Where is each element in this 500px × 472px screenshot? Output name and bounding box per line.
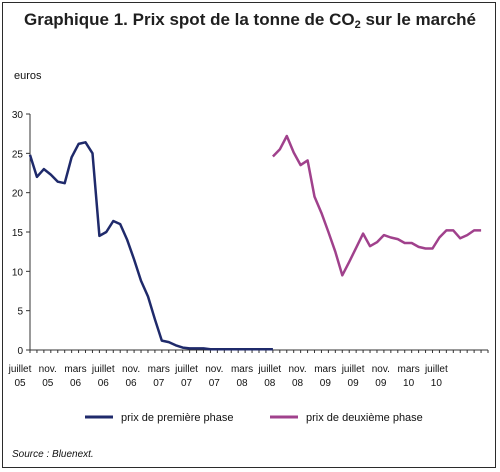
series-line-1 xyxy=(28,141,273,351)
x-tick-label-year: 09 xyxy=(348,378,360,389)
x-tick-label-year: 10 xyxy=(431,378,443,389)
legend-label-2: prix de deuxième phase xyxy=(306,412,423,424)
x-tick-label: nov. xyxy=(39,364,57,375)
x-tick-label-year: 06 xyxy=(70,378,82,389)
x-tick-label: mars xyxy=(397,364,419,375)
x-tick-label-year: 06 xyxy=(125,378,137,389)
chart-title-prefix: Graphique 1. Prix spot de la tonne de CO xyxy=(23,10,355,29)
x-tick-label: nov. xyxy=(205,364,223,375)
series-line-2 xyxy=(272,134,482,277)
chart-title: Graphique 1. Prix spot de la tonne de CO… xyxy=(0,10,500,31)
x-tick-label: mars xyxy=(231,364,253,375)
x-tick-label-year: 05 xyxy=(42,378,54,389)
legend-label-1: prix de première phase xyxy=(121,412,234,424)
x-tick-label-year: 09 xyxy=(375,378,387,389)
chart-title-subscript: 2 xyxy=(354,19,361,31)
x-tick-label-year: 07 xyxy=(181,378,193,389)
x-tick-label: nov. xyxy=(372,364,390,375)
x-tick-label: nov. xyxy=(288,364,306,375)
y-tick-label: 20 xyxy=(12,189,24,200)
y-tick-label: 5 xyxy=(17,307,23,318)
x-tick-label: juillet xyxy=(257,364,281,375)
x-tick-label: juillet xyxy=(91,364,115,375)
x-tick-label-year: 08 xyxy=(292,378,304,389)
x-tick-label: juillet xyxy=(341,364,365,375)
x-tick-label-year: 06 xyxy=(98,378,110,389)
x-tick-label-year: 07 xyxy=(153,378,165,389)
chart-frame xyxy=(2,2,496,468)
x-tick-label: mars xyxy=(314,364,336,375)
x-tick-label: mars xyxy=(64,364,86,375)
x-tick-label-year: 07 xyxy=(209,378,221,389)
y-axis-unit-label: euros xyxy=(14,70,42,82)
y-tick-label: 10 xyxy=(12,267,24,278)
y-tick-label: 15 xyxy=(12,228,24,239)
x-tick-label-year: 05 xyxy=(14,378,26,389)
y-tick-label: 0 xyxy=(17,346,23,357)
x-tick-label-year: 08 xyxy=(236,378,248,389)
x-tick-label-year: 09 xyxy=(320,378,332,389)
x-tick-label: juillet xyxy=(8,364,32,375)
x-tick-label-year: 10 xyxy=(403,378,415,389)
x-tick-label: mars xyxy=(148,364,170,375)
x-tick-label: juillet xyxy=(424,364,448,375)
x-tick-label: nov. xyxy=(122,364,140,375)
x-tick-label: juillet xyxy=(174,364,198,375)
y-tick-label: 30 xyxy=(12,110,24,121)
source-note: Source : Bluenext. xyxy=(12,449,94,460)
x-tick-label-year: 08 xyxy=(264,378,276,389)
chart-title-suffix: sur le marché xyxy=(360,10,477,29)
y-tick-label: 25 xyxy=(12,149,24,160)
